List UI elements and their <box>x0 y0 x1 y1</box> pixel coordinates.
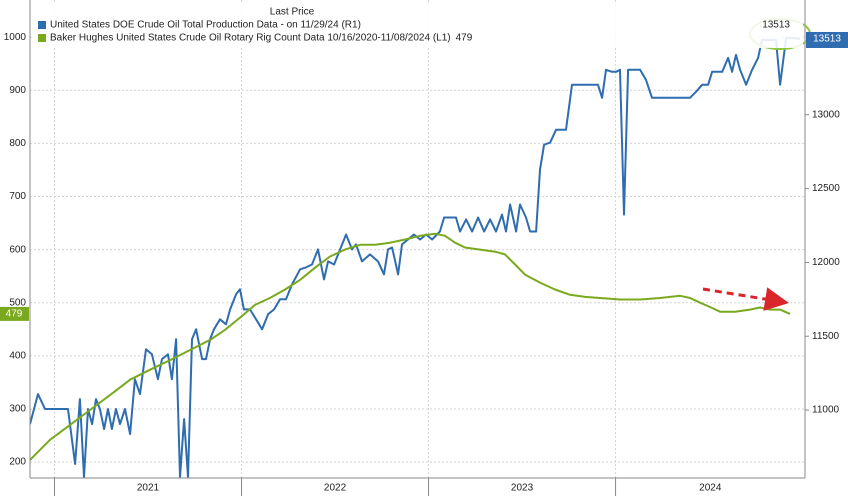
y2-tick-label: 12500 <box>812 183 840 194</box>
legend-last-value: 13513 <box>762 20 790 31</box>
legend: Last Price United States DOE Crude Oil T… <box>33 2 803 48</box>
last-value-tag-label: 479 <box>6 309 23 320</box>
y2-tick-label: 13000 <box>812 109 840 120</box>
plot-area <box>30 37 801 478</box>
legend-last-value: 479 <box>456 33 473 44</box>
y2-tick-label: 12000 <box>812 257 840 268</box>
x-tick-label: 2022 <box>324 483 347 494</box>
y-tick-label: 800 <box>9 138 26 149</box>
last-value-tag-label: 13513 <box>813 34 841 45</box>
legend-swatch <box>38 34 46 42</box>
x-tick-label: 2021 <box>137 483 160 494</box>
legend-box <box>33 2 803 48</box>
last-value-tag <box>806 31 848 48</box>
legend-label: United States DOE Crude Oil Total Produc… <box>50 20 361 31</box>
y-tick-label: 200 <box>9 457 26 468</box>
x-tick-label: 2023 <box>511 483 534 494</box>
y-tick-label: 1000 <box>4 32 27 43</box>
series-line <box>30 37 801 478</box>
y-tick-label: 700 <box>9 191 26 202</box>
x-tick-label: 2024 <box>699 483 722 494</box>
y-tick-label: 300 <box>9 404 26 415</box>
axes: 200 300 400 500 600 700 800 900 1000 11000 11500 12… <box>4 32 840 496</box>
y-tick-label: 500 <box>9 297 26 308</box>
trend-arrow <box>702 287 789 311</box>
y2-tick-label: 11000 <box>812 405 840 416</box>
y-tick-label: 600 <box>9 244 26 255</box>
y2-tick-label: 11500 <box>812 331 840 342</box>
series-line <box>30 232 791 461</box>
legend-label: Baker Hughes United States Crude Oil Rot… <box>50 33 451 44</box>
y-tick-label: 900 <box>9 85 26 96</box>
last-value-tag <box>0 306 29 321</box>
y-tick-label: 400 <box>9 350 26 361</box>
legend-title: Last Price <box>270 7 315 18</box>
legend-swatch <box>38 21 46 29</box>
